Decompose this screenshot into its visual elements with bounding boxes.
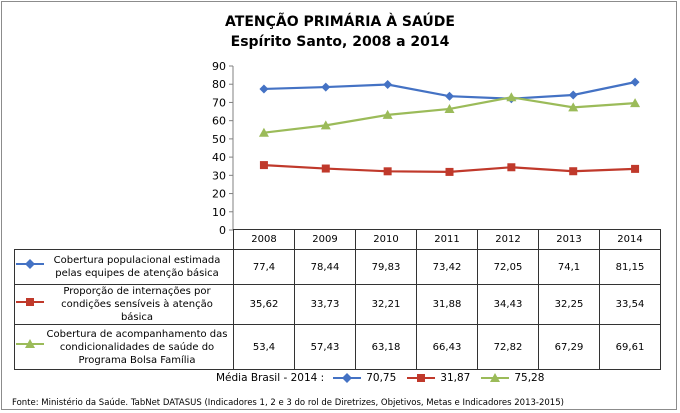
- diamond-marker-icon: [333, 373, 362, 383]
- media-brasil-item: 70,75: [332, 372, 396, 384]
- y-tick-label: 70: [212, 96, 226, 109]
- series-2-label-line: condições sensíveis à atenção básica: [61, 299, 213, 323]
- table-cell: 35,62: [233, 284, 295, 325]
- series-3-line: [263, 96, 636, 134]
- y-tick-label: 60: [212, 115, 226, 128]
- series-3-point: [258, 127, 269, 137]
- table-cell: 78,44: [294, 249, 356, 285]
- table-cell: 53,4: [233, 324, 295, 370]
- series-2-point: [259, 161, 268, 170]
- square-marker-icon: [15, 297, 45, 310]
- series-2-label-cell: Proporção de internações por condições s…: [14, 284, 234, 325]
- year-header: 2014: [599, 229, 661, 250]
- table-cell: 31,88: [416, 284, 478, 325]
- series-3-label-line: Cobertura de acompanhamento das: [46, 328, 228, 340]
- year-header: 2009: [294, 229, 356, 250]
- table-cell: 66,43: [416, 324, 478, 370]
- series-3-point: [568, 102, 579, 112]
- triangle-marker-icon: [15, 339, 45, 352]
- table-cell: 81,15: [599, 249, 661, 285]
- source-note: Fonte: Ministério da Saúde. TabNet DATAS…: [12, 398, 564, 408]
- year-header: 2011: [416, 229, 478, 250]
- table-cell: 74,1: [538, 249, 600, 285]
- series-1-point: [383, 80, 393, 90]
- media-brasil-value: 70,75: [366, 372, 397, 384]
- series-1-label-line: Cobertura populacional estimada: [53, 255, 221, 266]
- y-tick-label: 40: [212, 151, 226, 164]
- table-cell: 72,82: [477, 324, 539, 370]
- table-row-series-3: Cobertura de acompanhamento das condicio…: [14, 324, 661, 370]
- table-cell: 32,21: [355, 284, 417, 325]
- media-brasil-item: 75,28: [480, 372, 544, 384]
- y-tick-label: 30: [212, 169, 226, 182]
- series-3-point: [382, 109, 393, 119]
- series-2-label-line: Proporção de internações por: [63, 286, 211, 297]
- series-2-point: [445, 167, 454, 176]
- year-header: 2013: [538, 229, 600, 250]
- series-1-label-line: pelas equipes de atenção básica: [55, 268, 219, 279]
- table-cell: 69,61: [599, 324, 661, 370]
- series-3-point: [320, 120, 331, 130]
- series-3-point: [630, 98, 641, 108]
- y-tick-label: 90: [212, 60, 226, 73]
- table-cell: 77,4: [233, 249, 295, 285]
- series-1-point: [321, 82, 331, 92]
- triangle-marker-icon: [481, 373, 510, 382]
- media-brasil-label: Média Brasil - 2014 :: [216, 372, 325, 384]
- series-1-point: [445, 91, 454, 101]
- media-brasil-item: 31,87: [406, 372, 470, 384]
- series-3-label-line: Programa Bolsa Família: [78, 354, 196, 366]
- media-brasil-legend: Média Brasil - 2014 : 70,75 31,87 75,28: [216, 372, 554, 384]
- series-3-label-line: condicionalidades de saúde do: [59, 341, 215, 353]
- year-header: 2008: [233, 229, 295, 250]
- y-tick-label: 50: [212, 133, 226, 146]
- table-cell: 33,73: [294, 284, 356, 325]
- y-tick-label: 10: [212, 206, 226, 219]
- table-header-row: 2008 2009 2010 2011 2012 2013 2014: [14, 229, 661, 250]
- table-cell: 63,18: [355, 324, 417, 370]
- series-2-point: [569, 167, 578, 176]
- table-cell: 72,05: [477, 249, 539, 285]
- series-3-point: [506, 92, 517, 102]
- series-2-point: [383, 167, 392, 176]
- series-3-point: [444, 103, 455, 113]
- table-cell: 57,43: [294, 324, 356, 370]
- diamond-marker-icon: [15, 259, 45, 272]
- table-cell: 34,43: [477, 284, 539, 325]
- series-2-point: [507, 163, 516, 172]
- media-brasil-value: 31,87: [440, 372, 471, 384]
- y-tick-label: 80: [212, 78, 226, 91]
- table-cell: 73,42: [416, 249, 478, 285]
- series-2-point: [321, 164, 330, 173]
- series-1-point: [259, 84, 269, 94]
- series-1-point: [568, 90, 578, 100]
- year-header: 2012: [477, 229, 539, 250]
- media-brasil-value: 75,28: [514, 372, 545, 384]
- table-row-series-1: Cobertura populacional estimada pelas eq…: [14, 249, 661, 285]
- table-cell: 33,54: [599, 284, 661, 325]
- square-marker-icon: [407, 374, 436, 382]
- series-3-label-cell: Cobertura de acompanhamento das condicio…: [14, 324, 234, 370]
- series-2-point: [631, 164, 640, 173]
- year-header: 2010: [355, 229, 417, 250]
- table-row-series-2: Proporção de internações por condições s…: [14, 284, 661, 325]
- table-cell: 67,29: [538, 324, 600, 370]
- y-tick-label: 20: [212, 188, 226, 201]
- table-cell: 79,83: [355, 249, 417, 285]
- chart-subtitle: Espírito Santo, 2008 a 2014: [230, 34, 450, 50]
- data-table: 2008 2009 2010 2011 2012 2013 2014 Cober…: [14, 229, 661, 370]
- table-cell: 32,25: [538, 284, 600, 325]
- series-1-point: [630, 77, 640, 87]
- chart-title: ATENÇÃO PRIMÁRIA À SAÚDE: [225, 14, 455, 30]
- table-corner: [14, 229, 234, 250]
- series-1-label-cell: Cobertura populacional estimada pelas eq…: [14, 249, 234, 285]
